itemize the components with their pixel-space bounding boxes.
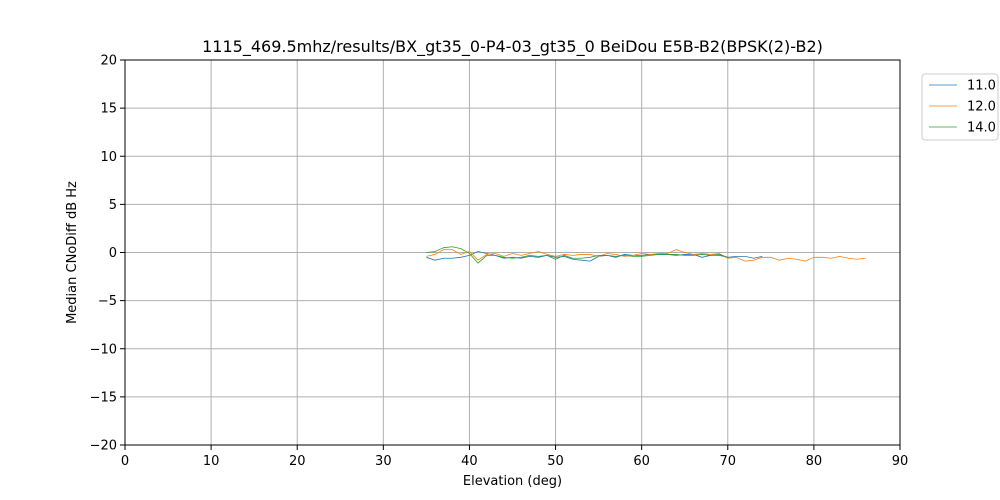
y-tick-label: 5 (109, 198, 117, 213)
x-tick-label: 70 (720, 454, 737, 469)
chart-title: 1115_469.5mhz/results/BX_gt35_0-P4-03_gt… (202, 37, 823, 57)
y-tick-label: 15 (100, 102, 117, 117)
legend-label: 11.0 (967, 79, 996, 94)
series-line-12.0 (426, 249, 866, 262)
series-line-14.0 (426, 246, 728, 264)
y-tick-label: −15 (90, 390, 117, 405)
x-tick-label: 40 (461, 454, 478, 469)
y-tick-label: 0 (109, 246, 117, 261)
y-axis-label: Median CNoDiff dB Hz (65, 181, 80, 324)
x-tick-label: 60 (633, 454, 650, 469)
x-axis-label: Elevation (deg) (463, 474, 562, 489)
x-tick-label: 50 (547, 454, 564, 469)
y-tick-label: 20 (100, 54, 117, 69)
y-tick-label: −5 (98, 294, 117, 309)
x-tick-label: 80 (806, 454, 823, 469)
legend-box (921, 73, 999, 141)
x-tick-label: 20 (289, 454, 306, 469)
y-tick-label: −10 (90, 342, 117, 357)
axis-ticks: 0 10 20 30 40 50 60 70 80 90 −20 −15 −10 −5 0 5 10 15 20 (90, 54, 909, 470)
legend: 11.0 12.0 14.0 (921, 73, 999, 141)
x-tick-label: 0 (121, 454, 129, 469)
y-tick-label: 10 (100, 150, 117, 165)
x-tick-label: 90 (892, 454, 909, 469)
series-line-11.0 (426, 251, 763, 262)
x-tick-label: 10 (203, 454, 220, 469)
series-lines (426, 246, 866, 264)
y-tick-label: −20 (90, 439, 117, 454)
legend-label: 12.0 (967, 100, 996, 115)
legend-label: 14.0 (967, 121, 996, 136)
x-tick-label: 30 (375, 454, 392, 469)
